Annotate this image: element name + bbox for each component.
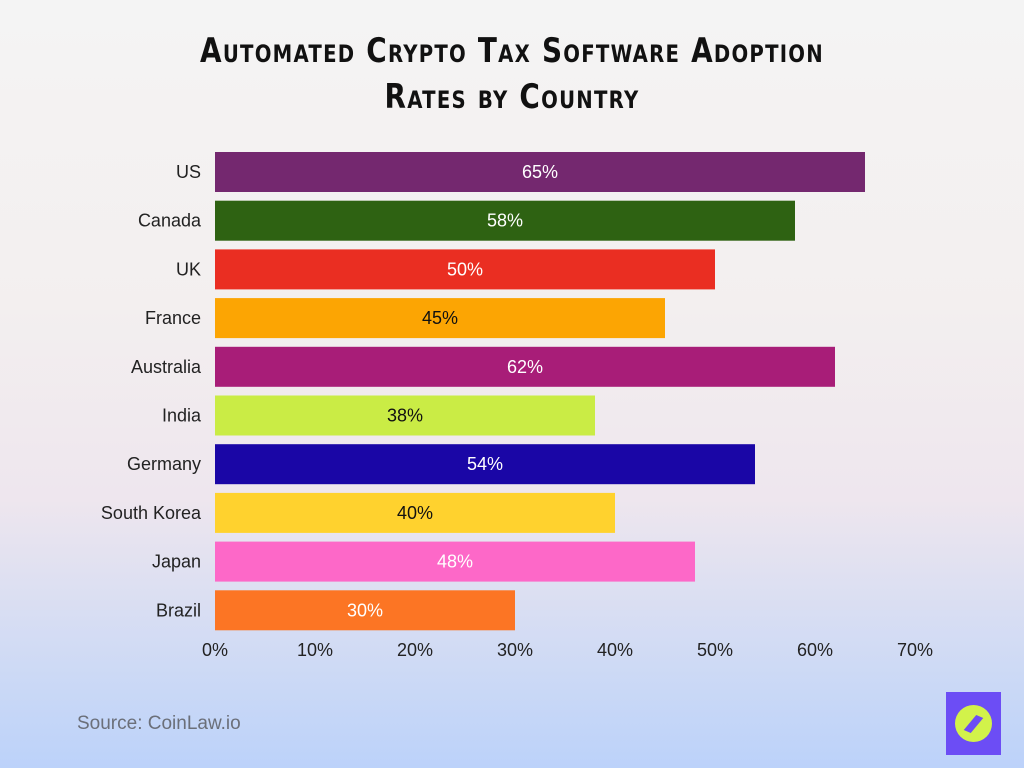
data-label: 62%	[507, 357, 543, 377]
chart-title: Automated Crypto Tax Software Adoption R…	[200, 31, 824, 117]
bar	[215, 298, 665, 339]
data-label: 54%	[467, 454, 503, 474]
x-tick-label: 0%	[202, 640, 228, 660]
data-label: 65%	[522, 162, 558, 182]
data-label: 45%	[422, 308, 458, 328]
category-label: Germany	[127, 454, 201, 474]
bar	[215, 395, 595, 436]
bar	[215, 541, 695, 582]
data-label: 48%	[437, 552, 473, 572]
source-text: Source: CoinLaw.io	[77, 713, 241, 734]
bar	[215, 152, 865, 192]
category-label: France	[145, 308, 201, 328]
bar	[215, 249, 715, 290]
bar	[215, 346, 835, 387]
data-label: 58%	[487, 211, 523, 231]
compass-icon	[955, 705, 992, 742]
category-label: Brazil	[156, 600, 201, 620]
data-label: 38%	[387, 406, 423, 426]
x-tick-label: 70%	[897, 640, 933, 660]
category-label: Canada	[138, 211, 202, 231]
category-label: US	[176, 162, 201, 182]
bar	[215, 200, 795, 241]
category-label: Japan	[152, 552, 201, 572]
x-tick-label: 50%	[697, 640, 733, 660]
x-tick-label: 60%	[797, 640, 833, 660]
bar	[215, 444, 755, 485]
category-label: India	[162, 406, 202, 426]
x-tick-label: 10%	[297, 640, 333, 660]
bar	[215, 590, 515, 631]
data-label: 30%	[347, 600, 383, 620]
logo	[946, 692, 1001, 755]
x-tick-label: 30%	[497, 640, 533, 660]
data-label: 50%	[447, 259, 483, 279]
x-tick-label: 40%	[597, 640, 633, 660]
category-label: UK	[176, 259, 201, 279]
x-tick-label: 20%	[397, 640, 433, 660]
category-label: South Korea	[101, 503, 202, 523]
data-label: 40%	[397, 503, 433, 523]
bar	[215, 492, 615, 533]
category-label: Australia	[131, 357, 202, 377]
